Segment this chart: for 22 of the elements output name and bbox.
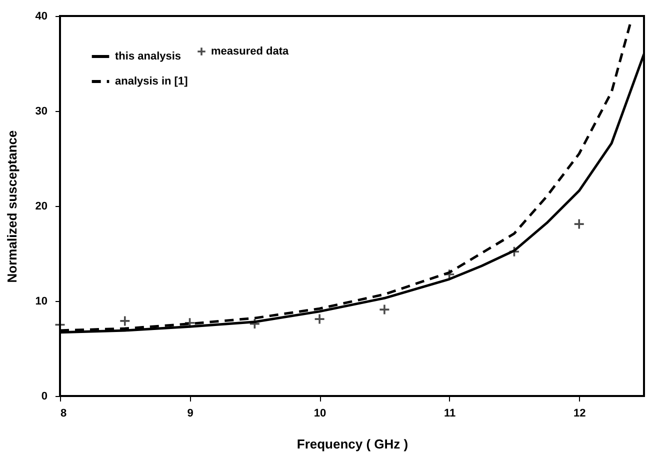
x-axis-title: Frequency ( GHz ) <box>296 436 408 452</box>
y-tick-label: 20 <box>35 200 48 212</box>
x-tick-label: 10 <box>314 408 326 420</box>
legend-label: analysis in [1] <box>115 76 188 88</box>
legend-label: measured data <box>211 46 290 58</box>
point <box>314 313 326 325</box>
x-tick-label: 12 <box>573 408 586 420</box>
y-tick-label: 10 <box>35 296 48 308</box>
point <box>249 318 260 330</box>
point <box>378 304 390 316</box>
y-tick-label: 40 <box>35 10 48 22</box>
x-tick-label: 9 <box>187 408 194 420</box>
point <box>184 317 196 328</box>
y-axis-title: Normalized susceptance <box>4 130 20 283</box>
y-tick-label: 30 <box>35 106 48 118</box>
x-tick-label: 11 <box>444 408 456 420</box>
point <box>573 218 585 230</box>
point <box>508 246 520 258</box>
point <box>119 315 131 327</box>
x-tick-label: 8 <box>60 408 67 420</box>
y-tick-label: 0 <box>41 390 48 402</box>
legend-label: this analysis <box>115 50 182 62</box>
